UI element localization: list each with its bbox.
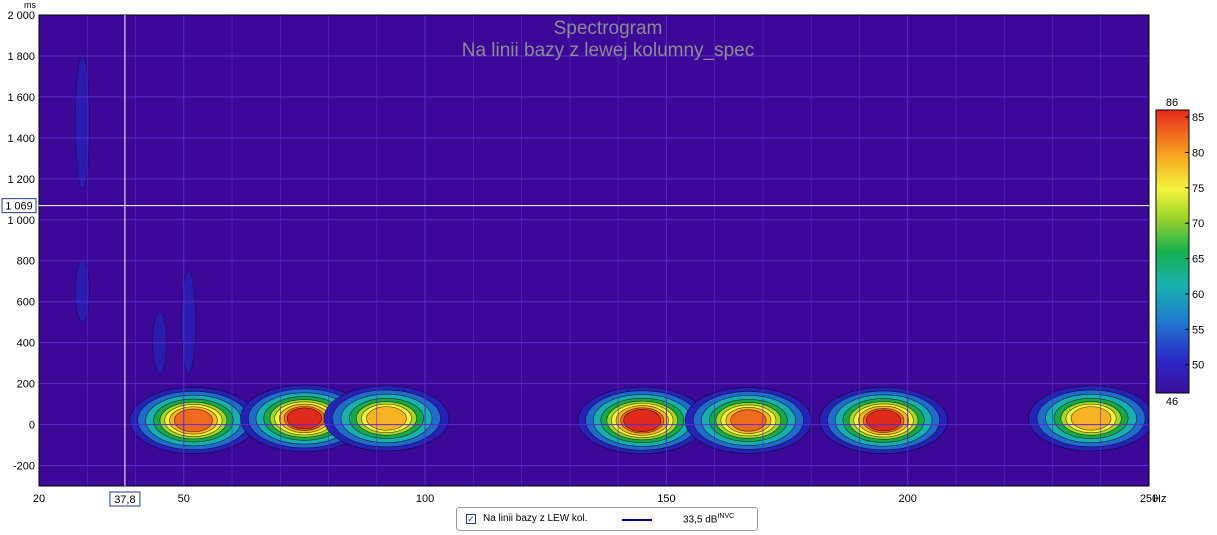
x-axis: 20 50 100 150 200 250 [33, 493, 1158, 505]
heat-blob [865, 409, 902, 432]
heat-blob [366, 406, 407, 431]
x-tick-label: 50 [178, 493, 190, 505]
series-visibility-checkbox[interactable]: ✓ [466, 514, 476, 524]
y-tick-label: 0 [29, 420, 35, 432]
x-tick-label: 200 [899, 493, 917, 505]
heat-blob [173, 408, 213, 433]
x-tick-label: 150 [657, 493, 675, 505]
x-unit-label: Hz [1153, 493, 1166, 505]
legend-series-value: 33,5 dBINVC [683, 513, 734, 525]
cursor-x-readout: 37,8 [114, 494, 135, 506]
colorbar-tick-label: 65 [1192, 254, 1204, 266]
colorbar-tick-label: 70 [1192, 218, 1204, 230]
legend-box: ✓ Na linii bazy z LEW kol. 33,5 dBINVC [456, 507, 758, 531]
legend-value-sup: INVC [717, 513, 735, 520]
colorbar-tick-label: 75 [1192, 183, 1204, 195]
colorbar-tick-label: 80 [1192, 147, 1204, 159]
colorbar-tick-label: 85 [1192, 112, 1204, 124]
crosshair-cursor[interactable]: 37,8 1 069 [1, 15, 1149, 507]
heat-blob [730, 409, 767, 432]
y-tick-label: 1 400 [7, 133, 35, 145]
x-tick-label: 20 [33, 493, 45, 505]
y-tick-label: 1 200 [7, 174, 35, 186]
heat-tail [181, 270, 196, 374]
y-tick-label: 400 [17, 338, 35, 350]
colorbar-tick-label: 60 [1192, 289, 1204, 301]
y-tick-label: -200 [13, 461, 35, 473]
x-tick-label: 250 [1140, 493, 1158, 505]
cursor-x-readout-box [109, 491, 141, 507]
colorbar-tick-label: 55 [1192, 324, 1204, 336]
chart-subtitle: Na linii bazy z lewej kolumny_spec [462, 40, 755, 61]
legend-value-text: 33,5 dB [683, 514, 718, 526]
y-unit-label: ms [24, 0, 36, 10]
legend-series-swatch [622, 519, 652, 521]
x-tick-label: 100 [416, 493, 434, 505]
heat-blob [1070, 406, 1112, 431]
heat-blob [286, 407, 323, 430]
y-tick-label: 600 [17, 297, 35, 309]
cursor-y-readout: 1 069 [5, 201, 33, 213]
colorbar-ticks: 85 80 75 70 65 60 55 50 [1185, 112, 1204, 372]
y-tick-label: 800 [17, 256, 35, 268]
y-tick-label: 1 800 [7, 51, 35, 63]
cursor-y-readout-box [1, 198, 37, 214]
y-axis: 2 000 1 800 1 600 1 400 1 200 1 000 800 600 400 2… [7, 10, 35, 473]
chart-title: Spectrogram [554, 18, 663, 39]
plot-frame [38, 14, 1150, 487]
heat-blob [623, 408, 662, 432]
y-tick-label: 1 600 [7, 92, 35, 104]
colorbar-gradient [1155, 109, 1190, 394]
legend-series-name: Na linii bazy z LEW kol. [483, 513, 588, 524]
y-tick-label: 1 000 [7, 215, 35, 227]
colorbar-min-label: 46 [1166, 396, 1178, 408]
colorbar: 86 46 85 80 75 70 65 60 55 50 [1155, 97, 1204, 408]
colorbar-max-label: 86 [1166, 97, 1178, 109]
y-tick-label: 200 [17, 379, 35, 391]
colorbar-tick-label: 50 [1192, 360, 1204, 372]
y-tick-label: 2 000 [7, 10, 35, 22]
